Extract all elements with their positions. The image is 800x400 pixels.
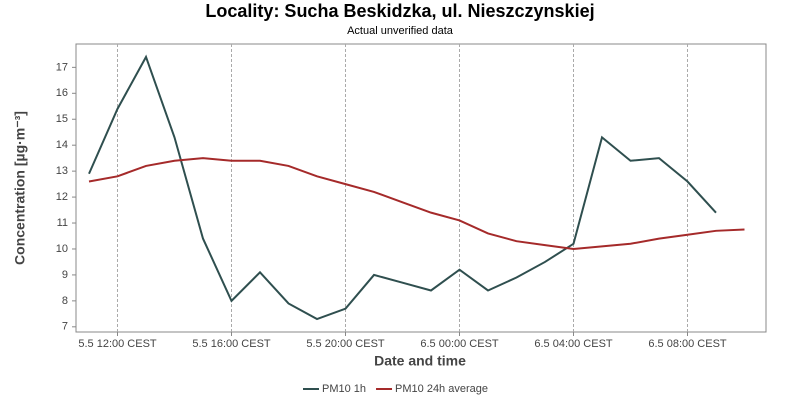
x-tick-label: 5.5 20:00 CEST bbox=[306, 338, 385, 350]
y-tick-label: 10 bbox=[56, 243, 68, 255]
y-tick-label: 14 bbox=[56, 139, 68, 151]
chart-subtitle: Actual unverified data bbox=[347, 25, 454, 37]
y-tick-label: 7 bbox=[62, 321, 68, 333]
y-tick-label: 13 bbox=[56, 165, 68, 177]
series-line bbox=[88, 54, 717, 321]
y-tick-label: 12 bbox=[56, 191, 68, 203]
x-axis-label: Date and time bbox=[374, 353, 466, 369]
x-tick-label: 6.5 08:00 CEST bbox=[648, 338, 727, 350]
y-tick-label: 8 bbox=[62, 295, 68, 307]
y-tick-label: 15 bbox=[56, 113, 68, 125]
chart-title: Locality: Sucha Beskidzka, ul. Nieszczyn… bbox=[205, 1, 594, 21]
y-tick-label: 16 bbox=[56, 87, 68, 99]
x-tick-label: 5.5 16:00 CEST bbox=[192, 338, 271, 350]
legend-label: PM10 24h average bbox=[395, 383, 488, 395]
y-axis-label: Concentration [µg·m⁻³] bbox=[12, 111, 28, 265]
x-tick-label: 6.5 00:00 CEST bbox=[420, 338, 499, 350]
series-line bbox=[88, 157, 745, 250]
x-tick-label: 6.5 04:00 CEST bbox=[534, 338, 613, 350]
x-tick-label: 5.5 12:00 CEST bbox=[78, 338, 157, 350]
y-tick-label: 9 bbox=[62, 269, 68, 281]
plot-frame bbox=[75, 43, 767, 333]
y-tick-label: 11 bbox=[57, 217, 68, 229]
y-tick-label: 17 bbox=[56, 61, 68, 73]
legend-label: PM10 1h bbox=[322, 383, 366, 395]
